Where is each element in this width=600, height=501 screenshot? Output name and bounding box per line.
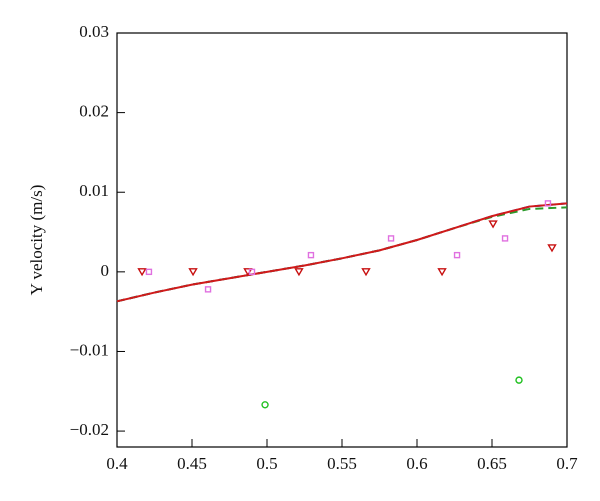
x-tick-label: 0.4 (106, 454, 128, 473)
point (248, 268, 256, 276)
point (145, 268, 153, 276)
point (307, 251, 315, 259)
point (204, 286, 212, 293)
point (453, 251, 461, 259)
point (261, 401, 269, 409)
point (501, 235, 509, 242)
x-tick-label: 0.55 (327, 454, 357, 473)
y-tick-label: −0.01 (70, 340, 109, 359)
point (488, 220, 498, 229)
point (544, 200, 552, 207)
y-tick-label: −0.02 (70, 420, 109, 439)
x-tick-label: 0.7 (556, 454, 578, 473)
line (116, 206, 568, 303)
point (294, 268, 304, 277)
y-tick-label: 0.03 (79, 22, 109, 41)
y-tick-label: 0.02 (79, 102, 109, 121)
point (547, 244, 557, 253)
y-axis-label: Y velocity (m/s) (27, 185, 46, 296)
point (437, 268, 447, 277)
point (515, 376, 523, 384)
plot-frame (116, 32, 568, 448)
x-tick-label: 0.6 (406, 454, 427, 473)
point (137, 268, 147, 277)
x-tick-label: 0.5 (256, 454, 277, 473)
line (116, 202, 568, 303)
y-tick-label: 0.01 (79, 181, 109, 200)
point (387, 235, 395, 242)
x-tick-label: 0.65 (477, 454, 507, 473)
y-tick-label: 0 (101, 261, 110, 280)
point (188, 268, 198, 277)
x-tick-label: 0.45 (177, 454, 207, 473)
point (361, 268, 371, 277)
